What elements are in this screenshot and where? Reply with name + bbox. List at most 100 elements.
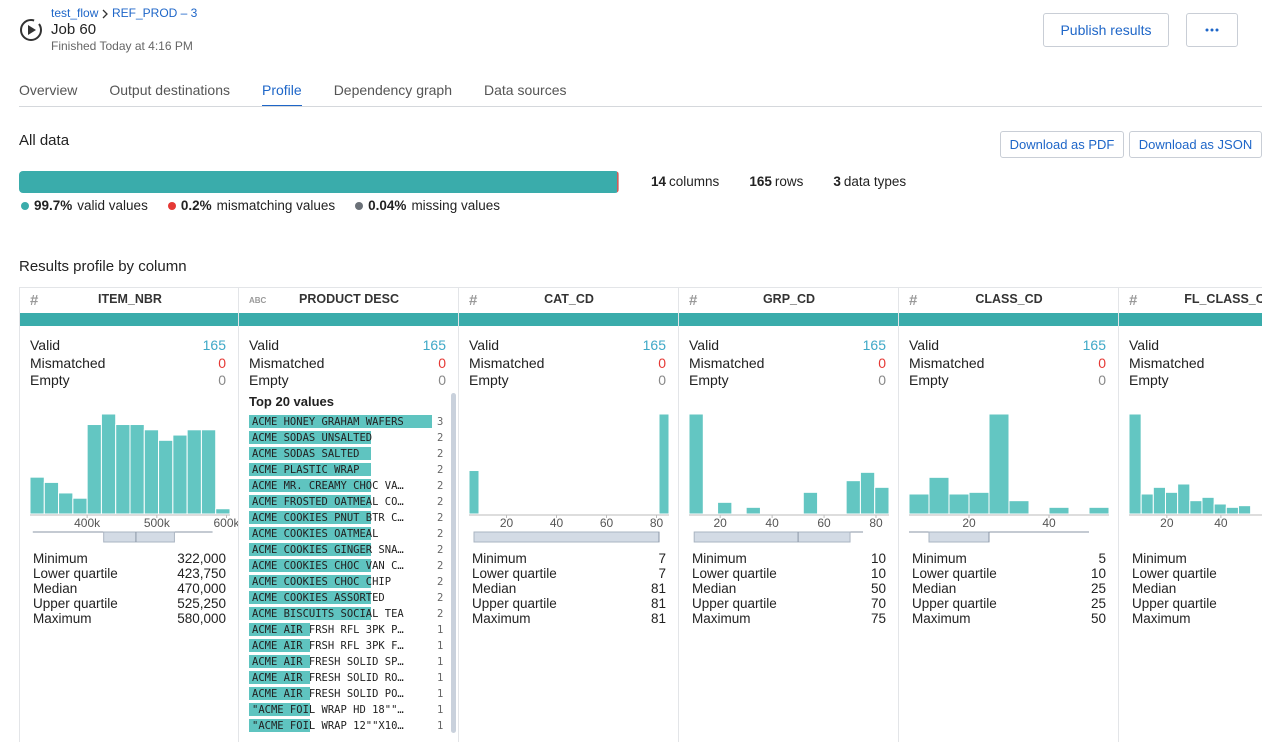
quality-label: Mismatched (30, 355, 105, 371)
x-tick-label: 20 (500, 516, 514, 530)
quality-row: Valid165 (909, 337, 1106, 353)
tab[interactable]: Output destinations (109, 82, 230, 107)
value-text[interactable]: ACME BISCUITS SOCIAL TEA (252, 608, 404, 620)
tab[interactable]: Overview (19, 82, 77, 107)
value-count: 1 (437, 624, 443, 636)
value-text[interactable]: ACME HONEY GRAHAM WAFERS (252, 416, 404, 428)
value-text[interactable]: ACME COOKIES PNUT BTR C… (252, 512, 404, 524)
tab[interactable]: Profile (262, 82, 302, 107)
quality-row: Mismatched0 (469, 355, 666, 371)
stat-row: Minimum322,000 (33, 551, 226, 566)
stat-row: Upper quartile525,250 (33, 596, 226, 611)
stat-value: 70 (871, 596, 886, 611)
quality-value: 165 (863, 337, 886, 353)
value-text[interactable]: "ACME FOIL WRAP 12""X10… (252, 720, 404, 732)
histogram-bar (87, 425, 101, 514)
value-count: 2 (437, 560, 443, 572)
stat-label: Lower quartile (472, 566, 557, 581)
value-count: 2 (437, 432, 443, 444)
histogram-bar (1226, 507, 1238, 514)
x-tick-label: 60 (600, 516, 614, 530)
stat-label: Maximum (912, 611, 971, 626)
stat-label: Median (912, 581, 956, 596)
value-text[interactable]: ACME FROSTED OATMEAL CO… (252, 496, 404, 508)
histogram-bar (659, 414, 669, 514)
quality-row: Empty0 (909, 372, 1106, 388)
value-text[interactable]: ACME AIR FRESH SOLID SP… (252, 656, 404, 668)
quality-value: 0 (218, 355, 226, 371)
stat-label: Maximum (33, 611, 92, 626)
value-text[interactable]: ACME PLASTIC WRAP (252, 464, 359, 476)
value-text[interactable]: ACME SODAS SALTED (252, 448, 359, 460)
quality-value: 0 (438, 372, 446, 388)
column-card: #ITEM_NBRValid165Mismatched0Empty0400k50… (19, 287, 239, 742)
column-name[interactable]: CLASS_CD (899, 292, 1119, 306)
stat-value: 423,750 (177, 566, 226, 581)
value-count: 1 (437, 656, 443, 668)
breadcrumb-link[interactable]: test_flow (51, 6, 98, 20)
quality-segment (617, 171, 618, 193)
column-name[interactable]: PRODUCT DESC (239, 292, 459, 306)
column-name[interactable]: FL_CLASS_CD (1119, 292, 1262, 306)
stat-label: Upper quartile (692, 596, 777, 611)
value-text[interactable]: ACME AIR FRESH SOLID RO… (252, 672, 404, 684)
stat-value: 5 (1098, 551, 1106, 566)
value-text[interactable]: ACME COOKIES OATMEAL (252, 528, 378, 540)
quality-legend: 99.7%valid values 0.2%mismatching values0… (19, 198, 500, 213)
value-text[interactable]: ACME MR. CREAMY CHOC VA… (252, 480, 404, 492)
quartile-box (929, 532, 989, 542)
column-card: ABCPRODUCT DESCValid165Mismatched0Empty0… (239, 287, 459, 742)
histogram: 2040 (1119, 407, 1262, 547)
histogram-bar (1178, 484, 1190, 514)
column-name[interactable]: CAT_CD (459, 292, 679, 306)
legend-item: 99.7%valid values (19, 198, 148, 213)
histogram-bar (187, 430, 201, 514)
stat-label: Lower quartile (1132, 566, 1217, 581)
histogram-bar (1129, 414, 1141, 514)
column-card: #FL_CLASS_CDValidMismatchedEmpty2040Mini… (1119, 287, 1262, 742)
value-text[interactable]: ACME SODAS UNSALTED (252, 432, 372, 444)
value-text[interactable]: ACME AIR FRESH SOLID PO… (252, 688, 404, 700)
value-text[interactable]: ACME COOKIES CHOC CHIP (252, 576, 391, 588)
legend-value: 0.2% (181, 198, 212, 213)
tab[interactable]: Data sources (484, 82, 566, 107)
tab[interactable]: Dependency graph (334, 82, 452, 107)
histogram-bar (989, 414, 1009, 514)
legend-value: 99.7% (34, 198, 72, 213)
value-count: 3 (437, 416, 443, 428)
download-json-button[interactable]: Download as JSON (1129, 131, 1262, 158)
value-count: 1 (437, 672, 443, 684)
stat-label: Median (33, 581, 77, 596)
value-text[interactable]: ACME AIR FRSH RFL 3PK F… (252, 640, 404, 652)
histogram-bar (689, 414, 703, 514)
value-text[interactable]: "ACME FOIL WRAP HD 18""… (252, 704, 404, 716)
publish-button[interactable]: Publish results (1043, 13, 1169, 47)
breadcrumb-link[interactable]: REF_PROD – 3 (112, 6, 197, 20)
quality-segment (19, 171, 617, 193)
histogram: 2040 (899, 407, 1119, 547)
legend-dot (355, 202, 363, 210)
column-name[interactable]: ITEM_NBR (20, 292, 239, 306)
stat-value: 81 (651, 596, 666, 611)
value-text[interactable]: ACME COOKIES CHOC VAN C… (252, 560, 404, 572)
histogram-bar (1141, 494, 1153, 514)
histogram-bar (173, 435, 187, 514)
x-tick-label: 80 (869, 516, 883, 530)
download-pdf-button[interactable]: Download as PDF (1000, 131, 1124, 158)
column-name[interactable]: GRP_CD (679, 292, 899, 306)
value-text[interactable]: ACME COOKIES ASSORTED (252, 592, 385, 604)
stat-label: Lower quartile (912, 566, 997, 581)
more-button[interactable] (1186, 13, 1238, 47)
histogram: 400k500k600k (20, 407, 239, 547)
histogram-bar (969, 492, 989, 514)
legend-item: 0.2%mismatching values (166, 198, 335, 213)
quality-value: 0 (658, 355, 666, 371)
stat-row: Upper quartile 70 (692, 596, 886, 611)
stat-row: Minimum10 (692, 551, 886, 566)
value-text[interactable]: ACME AIR FRSH RFL 3PK P… (252, 624, 404, 636)
stat-value: 25 (1091, 596, 1106, 611)
value-text[interactable]: ACME COOKIES GINGER SNA… (252, 544, 404, 556)
column-card: #CAT_CDValid165Mismatched0Empty020406080… (459, 287, 679, 742)
more-icon (1205, 28, 1219, 32)
